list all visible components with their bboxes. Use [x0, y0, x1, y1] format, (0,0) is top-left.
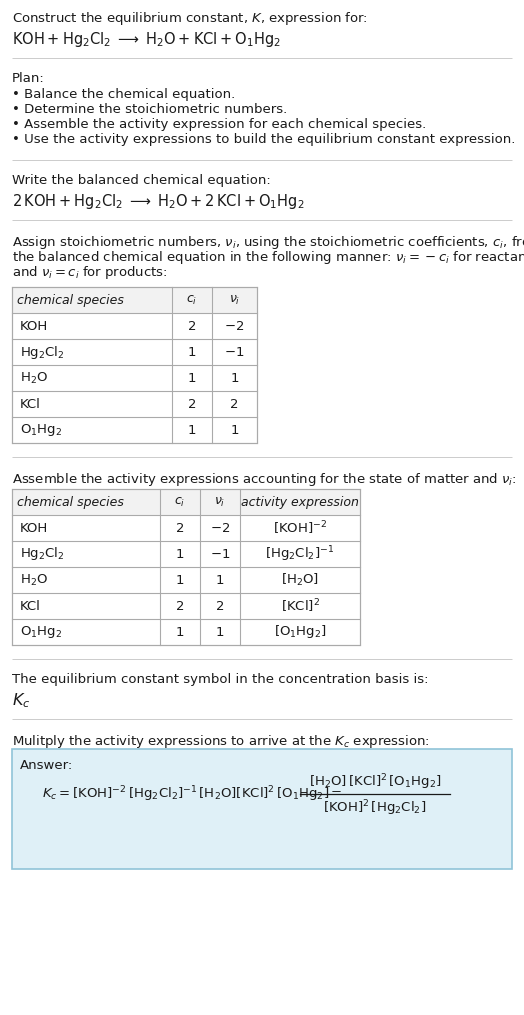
Text: $[\mathrm{KOH}]^{-2}$: $[\mathrm{KOH}]^{-2}$	[273, 520, 327, 537]
Text: 1: 1	[188, 345, 196, 358]
Text: 2: 2	[216, 600, 224, 612]
Text: $-2$: $-2$	[210, 522, 230, 535]
Text: • Balance the chemical equation.: • Balance the chemical equation.	[12, 88, 235, 102]
Text: Plan:: Plan:	[12, 72, 45, 85]
Text: 1: 1	[176, 547, 184, 560]
Text: 1: 1	[230, 371, 239, 385]
Text: $-1$: $-1$	[210, 547, 230, 560]
Text: activity expression: activity expression	[241, 495, 359, 509]
Text: $\mathrm{Hg_2Cl_2}$: $\mathrm{Hg_2Cl_2}$	[20, 343, 64, 360]
Text: chemical species: chemical species	[17, 293, 124, 307]
Text: $\mathrm{H_2O}$: $\mathrm{H_2O}$	[20, 370, 48, 386]
Text: Answer:: Answer:	[20, 759, 73, 772]
Text: 2: 2	[230, 398, 239, 410]
Text: • Determine the stoichiometric numbers.: • Determine the stoichiometric numbers.	[12, 103, 287, 116]
Text: $c_i$: $c_i$	[174, 495, 185, 509]
Text: 2: 2	[188, 320, 196, 333]
Text: $[\mathrm{KCl}]^2$: $[\mathrm{KCl}]^2$	[280, 597, 320, 615]
Text: The equilibrium constant symbol in the concentration basis is:: The equilibrium constant symbol in the c…	[12, 673, 429, 686]
Text: $-1$: $-1$	[224, 345, 245, 358]
Text: $c_i$: $c_i$	[187, 293, 198, 307]
Text: $\nu_i$: $\nu_i$	[229, 293, 240, 307]
Text: $[\mathrm{Hg_2Cl_2}]^{-1}$: $[\mathrm{Hg_2Cl_2}]^{-1}$	[265, 544, 335, 563]
Text: KCl: KCl	[20, 398, 41, 410]
Text: $\mathrm{KOH + Hg_2Cl_2 \;\longrightarrow\; H_2O + KCl + O_1Hg_2}$: $\mathrm{KOH + Hg_2Cl_2 \;\longrightarro…	[12, 30, 281, 49]
Text: and $\nu_i = c_i$ for products:: and $\nu_i = c_i$ for products:	[12, 264, 168, 281]
Text: 1: 1	[188, 423, 196, 436]
Text: $[\mathrm{H_2O}]$: $[\mathrm{H_2O}]$	[281, 571, 319, 588]
Text: $\mathrm{2\,KOH + Hg_2Cl_2 \;\longrightarrow\; H_2O + 2\,KCl + O_1Hg_2}$: $\mathrm{2\,KOH + Hg_2Cl_2 \;\longrighta…	[12, 192, 304, 211]
Text: $\mathrm{O_1Hg_2}$: $\mathrm{O_1Hg_2}$	[20, 422, 62, 438]
Text: $[\mathrm{O_1Hg_2}]$: $[\mathrm{O_1Hg_2}]$	[274, 623, 326, 640]
Text: $\mathrm{H_2O}$: $\mathrm{H_2O}$	[20, 572, 48, 588]
Text: $\mathrm{O_1Hg_2}$: $\mathrm{O_1Hg_2}$	[20, 624, 62, 640]
Text: KCl: KCl	[20, 600, 41, 612]
Text: 1: 1	[176, 573, 184, 587]
Bar	[12, 287, 257, 443]
Text: 2: 2	[188, 398, 196, 410]
Text: 1: 1	[216, 625, 224, 638]
Text: 1: 1	[176, 625, 184, 638]
Text: $[\mathrm{KOH}]^2\,[\mathrm{Hg_2Cl_2}]$: $[\mathrm{KOH}]^2\,[\mathrm{Hg_2Cl_2}]$	[323, 798, 427, 818]
Text: $[\mathrm{H_2O}]\,[\mathrm{KCl}]^2\,[\mathrm{O_1Hg_2}]$: $[\mathrm{H_2O}]\,[\mathrm{KCl}]^2\,[\ma…	[309, 772, 441, 792]
Text: $K_c = [\mathrm{KOH}]^{-2}\,[\mathrm{Hg_2Cl_2}]^{-1}\,[\mathrm{H_2O}][\mathrm{KC: $K_c = [\mathrm{KOH}]^{-2}\,[\mathrm{Hg_…	[42, 785, 343, 804]
Text: • Assemble the activity expression for each chemical species.: • Assemble the activity expression for e…	[12, 118, 426, 131]
Text: $\nu_i$: $\nu_i$	[214, 495, 226, 509]
Text: 1: 1	[216, 573, 224, 587]
Text: $-2$: $-2$	[224, 320, 245, 333]
Text: Mulitply the activity expressions to arrive at the $K_c$ expression:: Mulitply the activity expressions to arr…	[12, 733, 430, 750]
Text: 1: 1	[230, 423, 239, 436]
Text: KOH: KOH	[20, 320, 48, 333]
Text: Assign stoichiometric numbers, $\nu_i$, using the stoichiometric coefficients, $: Assign stoichiometric numbers, $\nu_i$, …	[12, 234, 524, 251]
Text: chemical species: chemical species	[17, 495, 124, 509]
Bar	[12, 489, 360, 515]
Text: • Use the activity expressions to build the equilibrium constant expression.: • Use the activity expressions to build …	[12, 133, 516, 146]
Text: Write the balanced chemical equation:: Write the balanced chemical equation:	[12, 174, 271, 187]
Text: $\mathrm{Hg_2Cl_2}$: $\mathrm{Hg_2Cl_2}$	[20, 545, 64, 562]
Text: $K_c$: $K_c$	[12, 691, 30, 709]
Bar	[12, 749, 512, 869]
Bar	[12, 489, 360, 645]
Text: KOH: KOH	[20, 522, 48, 535]
Text: Construct the equilibrium constant, $K$, expression for:: Construct the equilibrium constant, $K$,…	[12, 10, 368, 27]
Text: Assemble the activity expressions accounting for the state of matter and $\nu_i$: Assemble the activity expressions accoun…	[12, 471, 517, 488]
Bar	[12, 287, 257, 313]
Text: the balanced chemical equation in the following manner: $\nu_i = -c_i$ for react: the balanced chemical equation in the fo…	[12, 249, 524, 266]
Text: 2: 2	[176, 600, 184, 612]
Text: 2: 2	[176, 522, 184, 535]
Text: 1: 1	[188, 371, 196, 385]
